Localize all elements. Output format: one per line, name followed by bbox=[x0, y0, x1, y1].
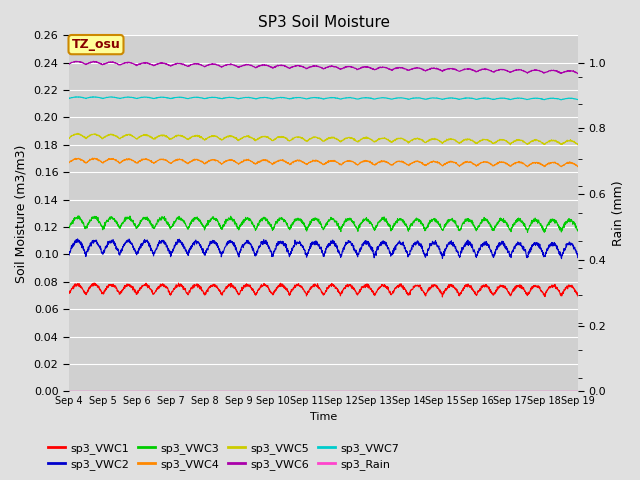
Legend: sp3_VWC1, sp3_VWC2, sp3_VWC3, sp3_VWC4, sp3_VWC5, sp3_VWC6, sp3_VWC7, sp3_Rain: sp3_VWC1, sp3_VWC2, sp3_VWC3, sp3_VWC4, … bbox=[44, 438, 404, 474]
sp3_VWC3 bbox=[524, 229, 531, 235]
sp3_VWC1 bbox=[544, 286, 552, 292]
sp3_VWC3 bbox=[207, 216, 215, 222]
sp3_VWC3 bbox=[472, 227, 479, 232]
sp3_VWC7 bbox=[207, 95, 215, 100]
sp3_VWC5 bbox=[207, 134, 215, 140]
sp3_VWC5 bbox=[530, 138, 538, 144]
Title: SP3 Soil Moisture: SP3 Soil Moisture bbox=[257, 15, 390, 30]
sp3_VWC1 bbox=[339, 288, 346, 294]
sp3_VWC6 bbox=[339, 66, 346, 72]
sp3_VWC2 bbox=[349, 244, 357, 250]
sp3_VWC5 bbox=[575, 142, 582, 148]
Line: sp3_VWC6: sp3_VWC6 bbox=[69, 61, 579, 73]
sp3_Rain bbox=[575, 388, 582, 394]
sp3_Rain bbox=[543, 388, 551, 394]
sp3_VWC7 bbox=[65, 96, 73, 101]
sp3_VWC7 bbox=[349, 96, 357, 101]
sp3_VWC2 bbox=[544, 247, 552, 253]
sp3_VWC7 bbox=[575, 96, 582, 102]
sp3_VWC4 bbox=[575, 164, 582, 169]
sp3_VWC1 bbox=[438, 294, 446, 300]
sp3_Rain bbox=[65, 388, 73, 394]
sp3_VWC3 bbox=[544, 222, 552, 228]
sp3_VWC6 bbox=[575, 71, 582, 76]
Line: sp3_VWC3: sp3_VWC3 bbox=[69, 216, 579, 232]
sp3_VWC3 bbox=[339, 224, 346, 230]
Line: sp3_VWC7: sp3_VWC7 bbox=[69, 97, 579, 100]
sp3_VWC3 bbox=[75, 213, 83, 219]
sp3_VWC7 bbox=[472, 96, 479, 102]
sp3_VWC1 bbox=[65, 290, 73, 296]
sp3_VWC4 bbox=[472, 162, 479, 168]
sp3_VWC1 bbox=[530, 283, 538, 288]
sp3_VWC4 bbox=[88, 155, 96, 161]
sp3_VWC4 bbox=[524, 164, 531, 170]
sp3_Rain bbox=[207, 388, 215, 394]
sp3_VWC5 bbox=[65, 135, 73, 141]
sp3_VWC6 bbox=[544, 69, 552, 74]
sp3_VWC6 bbox=[207, 61, 215, 67]
Line: sp3_VWC2: sp3_VWC2 bbox=[69, 239, 579, 259]
sp3_VWC1 bbox=[575, 294, 582, 300]
sp3_VWC7 bbox=[530, 96, 538, 101]
sp3_VWC4 bbox=[530, 159, 538, 165]
sp3_VWC4 bbox=[349, 159, 357, 165]
sp3_VWC3 bbox=[575, 227, 582, 233]
sp3_VWC5 bbox=[74, 131, 82, 136]
sp3_VWC4 bbox=[544, 161, 552, 167]
Line: sp3_VWC1: sp3_VWC1 bbox=[69, 283, 579, 297]
sp3_VWC3 bbox=[349, 220, 357, 226]
sp3_VWC6 bbox=[349, 64, 357, 70]
sp3_Rain bbox=[349, 388, 356, 394]
sp3_VWC6 bbox=[530, 68, 538, 73]
sp3_VWC2 bbox=[557, 256, 565, 262]
sp3_VWC7 bbox=[339, 96, 346, 102]
sp3_VWC2 bbox=[575, 254, 582, 260]
sp3_VWC7 bbox=[544, 96, 552, 102]
sp3_VWC1 bbox=[207, 283, 215, 288]
sp3_VWC7 bbox=[72, 94, 79, 100]
sp3_VWC6 bbox=[65, 61, 73, 67]
Y-axis label: Rain (mm): Rain (mm) bbox=[612, 180, 625, 246]
sp3_VWC2 bbox=[530, 241, 538, 247]
sp3_VWC1 bbox=[472, 291, 479, 297]
X-axis label: Time: Time bbox=[310, 412, 337, 422]
sp3_VWC6 bbox=[72, 59, 80, 64]
sp3_VWC5 bbox=[339, 138, 346, 144]
sp3_VWC4 bbox=[65, 160, 73, 166]
Y-axis label: Soil Moisture (m3/m3): Soil Moisture (m3/m3) bbox=[15, 144, 28, 283]
sp3_VWC2 bbox=[472, 252, 479, 257]
sp3_VWC2 bbox=[65, 252, 73, 258]
sp3_VWC5 bbox=[544, 139, 552, 145]
sp3_VWC1 bbox=[349, 286, 357, 292]
Line: sp3_VWC5: sp3_VWC5 bbox=[69, 133, 579, 145]
sp3_VWC6 bbox=[472, 68, 479, 74]
sp3_VWC2 bbox=[74, 236, 81, 242]
Text: TZ_osu: TZ_osu bbox=[72, 38, 120, 51]
sp3_VWC7 bbox=[557, 97, 565, 103]
sp3_Rain bbox=[338, 388, 346, 394]
sp3_VWC1 bbox=[175, 280, 182, 286]
sp3_VWC5 bbox=[349, 136, 357, 142]
sp3_Rain bbox=[529, 388, 537, 394]
sp3_Rain bbox=[471, 388, 479, 394]
sp3_VWC3 bbox=[65, 225, 73, 231]
sp3_VWC5 bbox=[472, 139, 479, 145]
sp3_VWC4 bbox=[339, 161, 346, 167]
sp3_VWC2 bbox=[339, 249, 346, 254]
Line: sp3_VWC4: sp3_VWC4 bbox=[69, 158, 579, 167]
sp3_VWC3 bbox=[530, 216, 538, 222]
sp3_VWC4 bbox=[207, 157, 215, 163]
sp3_VWC2 bbox=[207, 238, 215, 244]
